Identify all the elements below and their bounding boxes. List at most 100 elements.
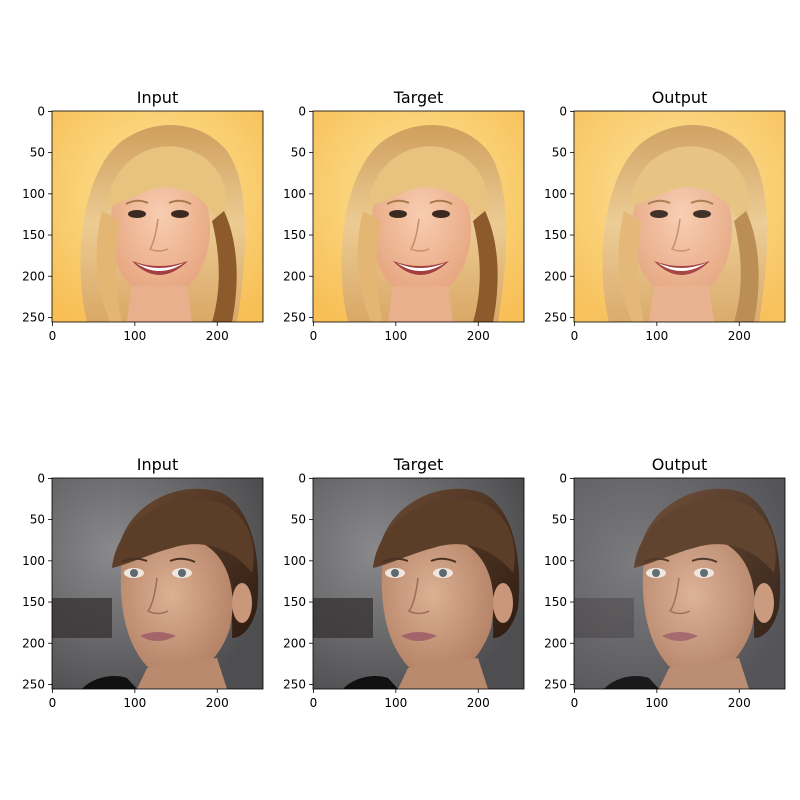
teeth <box>136 263 184 271</box>
y-tick-label: 250 <box>544 310 567 324</box>
y-tick-label: 50 <box>30 146 45 160</box>
y-tick-label: 250 <box>283 310 306 324</box>
neck <box>659 658 749 689</box>
ear <box>754 583 774 623</box>
hair-shadow <box>734 211 759 322</box>
left-brow <box>643 557 670 563</box>
hair-strand <box>618 211 644 322</box>
photo <box>52 111 263 322</box>
axes-frame <box>51 477 264 690</box>
y-tick-label: 150 <box>544 228 567 242</box>
axes-frame <box>573 477 786 690</box>
photo <box>574 478 785 689</box>
panel-title: Output <box>652 88 708 107</box>
panel-title: Output <box>652 455 708 474</box>
nose <box>668 577 691 615</box>
bangs <box>634 499 776 573</box>
x-tick-label: 200 <box>206 696 229 710</box>
y-tick-label: 100 <box>544 187 567 201</box>
mouth <box>401 632 437 641</box>
y-tick-label: 250 <box>283 677 306 691</box>
hair-strand <box>357 211 383 322</box>
x-tick-label: 100 <box>384 329 407 343</box>
panel-title: Input <box>137 455 178 474</box>
x-tick-label: 100 <box>384 696 407 710</box>
bangs <box>629 146 749 231</box>
axes-frame <box>312 110 525 323</box>
x-tick-label: 100 <box>645 329 668 343</box>
panel-input-blonde: Input 0 50 100 150 200 250 0 100 200 <box>22 88 264 343</box>
y-tick-label: 150 <box>283 228 306 242</box>
mouth <box>662 632 698 641</box>
right-iris <box>178 569 186 577</box>
hair-shadow <box>473 211 498 322</box>
x-tick-label: 200 <box>728 696 751 710</box>
panel-target-brunette: Target 0 50 100 150 200 250 0 100 200 <box>283 455 525 710</box>
photo <box>574 111 785 322</box>
y-tick-label: 50 <box>291 146 306 160</box>
x-tick-label: 0 <box>310 329 318 343</box>
neck <box>127 286 192 322</box>
y-tick-label: 50 <box>552 513 567 527</box>
mouth <box>140 632 176 641</box>
x-tick-label: 200 <box>728 329 751 343</box>
ear <box>232 583 252 623</box>
right-brow <box>691 557 718 563</box>
y-tick-label: 0 <box>37 104 45 118</box>
neck <box>649 286 714 322</box>
y-tick-label: 50 <box>291 513 306 527</box>
axes-frame <box>51 110 264 323</box>
left-brow <box>121 557 148 563</box>
left-iris <box>130 569 138 577</box>
panel-target-blonde: Target 0 50 100 150 200 250 0 100 200 <box>283 88 525 343</box>
left-eye <box>128 210 146 218</box>
clothing <box>343 676 398 689</box>
clothing <box>82 676 137 689</box>
axes-frame <box>312 477 525 690</box>
right-brow <box>168 199 192 205</box>
panel-title: Input <box>137 88 178 107</box>
right-eye <box>693 210 711 218</box>
background-shadow <box>52 598 112 638</box>
nose <box>407 577 430 615</box>
x-tick-label: 200 <box>467 696 490 710</box>
photo <box>313 478 524 689</box>
y-tick-label: 100 <box>283 554 306 568</box>
right-eye <box>171 210 189 218</box>
y-tick-label: 250 <box>22 677 45 691</box>
bangs <box>368 146 488 231</box>
left-eye <box>389 210 407 218</box>
x-tick-label: 0 <box>49 696 57 710</box>
background-shadow <box>313 598 373 638</box>
photo <box>313 111 524 322</box>
teeth <box>658 263 706 271</box>
panel-title: Target <box>393 455 444 474</box>
bangs <box>107 146 227 231</box>
y-tick-label: 0 <box>37 471 45 485</box>
y-tick-label: 200 <box>22 269 45 283</box>
face <box>642 538 755 679</box>
y-tick-label: 50 <box>552 146 567 160</box>
right-brow <box>169 557 196 563</box>
y-tick-label: 150 <box>283 595 306 609</box>
y-tick-label: 200 <box>544 636 567 650</box>
hair-shadow <box>212 211 237 322</box>
y-tick-label: 150 <box>22 228 45 242</box>
y-tick-label: 100 <box>283 187 306 201</box>
x-tick-label: 200 <box>467 329 490 343</box>
y-tick-label: 200 <box>283 269 306 283</box>
ear <box>493 583 513 623</box>
nose <box>146 577 169 615</box>
nose <box>670 218 691 252</box>
bangs <box>112 499 254 573</box>
panel-output-blonde: Output 0 50 100 150 200 250 0 100 200 <box>544 88 786 343</box>
photo <box>52 478 263 689</box>
left-brow <box>386 199 410 205</box>
background-shadow <box>574 598 634 638</box>
y-tick-label: 250 <box>544 677 567 691</box>
y-tick-label: 0 <box>298 471 306 485</box>
clothing <box>604 676 659 689</box>
y-tick-label: 50 <box>30 513 45 527</box>
left-brow <box>647 199 671 205</box>
